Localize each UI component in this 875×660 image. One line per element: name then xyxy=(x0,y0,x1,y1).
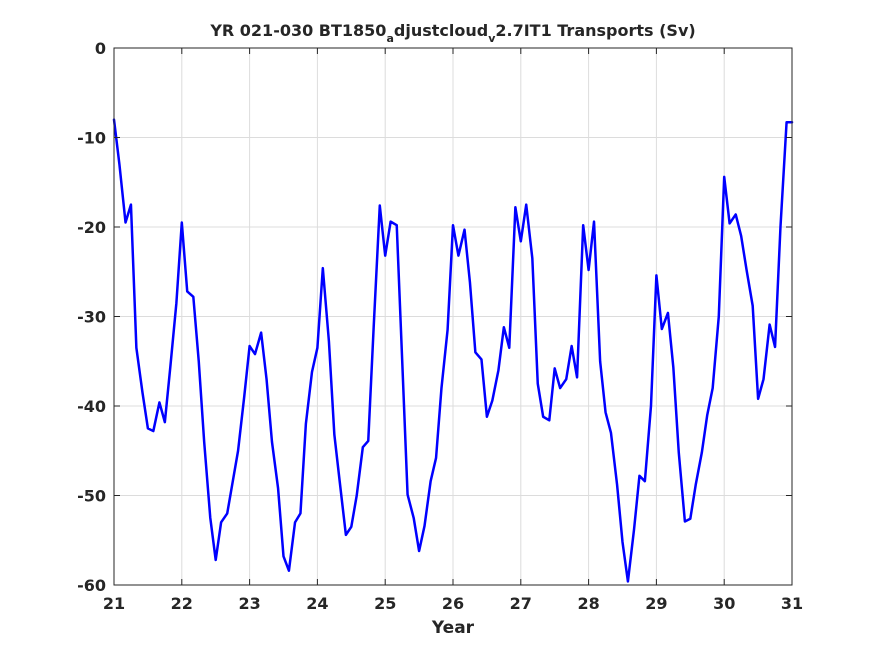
y-tick-label: -20 xyxy=(77,218,106,237)
title-subscript-1: a xyxy=(386,32,393,45)
x-tick-label: 24 xyxy=(306,594,328,613)
title-middle: djustcloud xyxy=(394,21,488,40)
x-tick-label: 28 xyxy=(577,594,599,613)
y-tick-label: -60 xyxy=(77,576,106,595)
ticks xyxy=(113,47,793,586)
y-tick-label: -50 xyxy=(77,487,106,506)
y-tick-label: -40 xyxy=(77,397,106,416)
title-main: YR 021-030 BT1850 xyxy=(209,21,386,40)
x-tick-label: 21 xyxy=(103,594,125,613)
title-subscript-2: v xyxy=(488,32,496,45)
x-tick-label: 29 xyxy=(645,594,667,613)
x-tick-label: 31 xyxy=(781,594,803,613)
y-tick-label: -30 xyxy=(77,308,106,327)
y-tick-label: 0 xyxy=(95,39,106,58)
x-tick-label: 25 xyxy=(374,594,396,613)
title-tail: 2.7IT1 Transports (Sv) xyxy=(495,21,695,40)
x-tick-label: 27 xyxy=(510,594,532,613)
y-tick-label: -10 xyxy=(77,129,106,148)
x-axis-label: Year xyxy=(431,618,475,638)
series-layer xyxy=(112,118,794,583)
x-tick-label: 23 xyxy=(238,594,260,613)
chart-title: YR 021-030 BT1850adjustcloudv2.7IT1 Tran… xyxy=(209,21,695,45)
x-tick-label: 26 xyxy=(442,594,464,613)
series-line xyxy=(112,118,794,583)
tick-labels: 21 22 23 24 25 26 27 28 29 30 31 0 -10 -20 -30 -40 -50 -6… xyxy=(77,39,803,613)
x-tick-label: 22 xyxy=(171,594,193,613)
x-tick-label: 30 xyxy=(713,594,735,613)
